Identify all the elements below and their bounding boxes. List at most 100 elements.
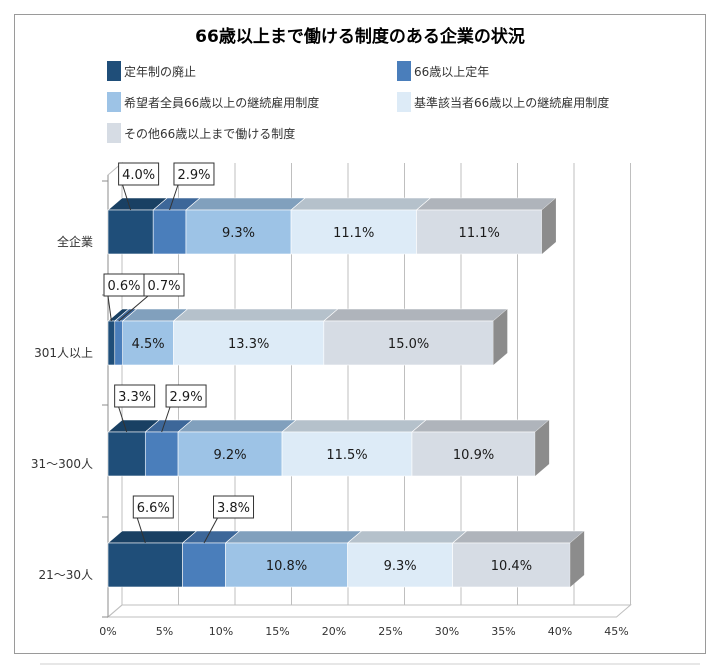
bar-segment: [173, 320, 325, 366]
data-label: 2.9%: [177, 168, 210, 183]
chart-title: 66歳以上まで働ける制度のある企業の状況: [195, 27, 525, 47]
data-label: 3.8%: [217, 501, 250, 516]
bar-segment: [411, 431, 536, 477]
bar-side-face: [541, 198, 556, 254]
data-label: 9.3%: [384, 559, 417, 574]
data-label: 4.5%: [132, 337, 165, 352]
data-label: 6.6%: [137, 501, 170, 516]
legend-label-retirement-66: 66歳以上定年: [414, 64, 490, 79]
bar-top-face: [177, 419, 297, 433]
data-label: 10.4%: [491, 559, 532, 574]
bar-segment: [225, 542, 348, 588]
data-label: 9.2%: [214, 448, 247, 463]
bar-top-face: [415, 197, 557, 211]
data-label: 11.5%: [326, 448, 367, 463]
x-tick-label: 25%: [378, 625, 402, 638]
bar-segment: [107, 209, 154, 255]
callout-leader: [107, 295, 112, 322]
legend-label-all-applicants: 希望者全員66歳以上の継続雇用制度: [124, 95, 320, 110]
data-label: 15.0%: [388, 337, 429, 352]
bar-top-face: [172, 308, 339, 322]
legend-label-abolition: 定年制の廃止: [124, 64, 197, 79]
bar-segment: [177, 431, 283, 477]
data-label: 2.9%: [170, 390, 203, 405]
data-label: 11.1%: [333, 226, 374, 241]
bar-segment: [416, 209, 543, 255]
data-label: 3.3%: [118, 390, 151, 405]
data-label: 0.7%: [147, 279, 180, 294]
legend-swatch-abolition: [107, 61, 121, 81]
legend-swatch-all-applicants: [107, 92, 121, 112]
floor: [106, 604, 632, 618]
bar-top-face: [185, 197, 306, 211]
legend-swatch-other-systems: [107, 123, 121, 143]
x-tick-label: 0%: [99, 625, 116, 638]
callout-leader: [122, 184, 132, 211]
bar-segment: [452, 542, 571, 588]
bar-segment: [185, 209, 292, 255]
bar-top-face: [290, 197, 432, 211]
callout-box: [143, 273, 185, 297]
callout-leader: [169, 184, 179, 211]
legend-swatch-retirement-66: [397, 61, 411, 81]
callout-leader: [203, 517, 218, 544]
legend-swatch-criteria-eligible: [397, 92, 411, 112]
callout-box: [213, 495, 255, 519]
bar-segment: [114, 320, 123, 366]
data-label: 9.3%: [222, 226, 255, 241]
bar-segment: [144, 431, 179, 477]
x-tick-label: 45%: [604, 625, 628, 638]
bar-segment: [290, 209, 417, 255]
data-label: 10.9%: [453, 448, 494, 463]
x-tick-label: 5%: [156, 625, 173, 638]
x-tick-label: 40%: [548, 625, 572, 638]
bar-segment: [182, 542, 226, 588]
bar-top-face: [451, 530, 585, 544]
data-label: 10.8%: [266, 559, 307, 574]
x-tick-label: 30%: [435, 625, 459, 638]
legend-item-criteria-eligible: 基準該当者66歳以上の継続雇用制度: [397, 91, 609, 113]
bar-segment: [107, 542, 183, 588]
bar-segment: [122, 320, 174, 366]
x-tick-label: 15%: [265, 625, 289, 638]
bar-top-face: [346, 530, 468, 544]
callout-box: [132, 495, 174, 519]
callout-box: [165, 384, 207, 408]
bar-segment: [107, 431, 146, 477]
legend-item-retirement-66: 66歳以上定年: [397, 60, 489, 82]
category-label: 全企業: [57, 234, 93, 249]
callout-box: [114, 384, 156, 408]
x-tick-label: 35%: [491, 625, 515, 638]
legend-item-abolition: 定年制の廃止: [107, 60, 196, 82]
callout-leader: [118, 406, 128, 433]
data-label: 11.1%: [459, 226, 500, 241]
bar-top-face: [107, 530, 198, 544]
bar-top-face: [411, 419, 550, 433]
legend-item-all-applicants: 希望者全員66歳以上の継続雇用制度: [107, 91, 319, 113]
bar-side-face: [570, 531, 585, 587]
bar-top-face: [281, 419, 427, 433]
bar-top-face: [323, 308, 509, 322]
callout-leader: [136, 517, 146, 544]
x-tick-label: 20%: [322, 625, 346, 638]
callout-box: [173, 162, 215, 186]
x-tick-label: 10%: [209, 625, 233, 638]
category-label: 31～300人: [31, 457, 93, 471]
bar-side-face: [535, 420, 550, 476]
bar-side-face: [493, 309, 508, 365]
bar-segment: [107, 320, 116, 366]
bar-segment: [152, 209, 187, 255]
legend-label-other-systems: その他66歳以上まで働ける制度: [124, 126, 296, 141]
bar-segment: [281, 431, 413, 477]
legend-item-other-systems: その他66歳以上まで働ける制度: [107, 122, 295, 144]
callout-leader: [118, 295, 149, 322]
data-label: 4.0%: [122, 168, 155, 183]
category-label: 301人以上: [34, 346, 93, 360]
category-label: 21～30人: [38, 568, 93, 582]
footnote-cut-off: [40, 663, 700, 665]
chart-frame: [14, 14, 706, 654]
data-label: 0.6%: [107, 279, 140, 294]
bar-top-face: [224, 530, 363, 544]
legend-label-criteria-eligible: 基準該当者66歳以上の継続雇用制度: [414, 95, 610, 110]
